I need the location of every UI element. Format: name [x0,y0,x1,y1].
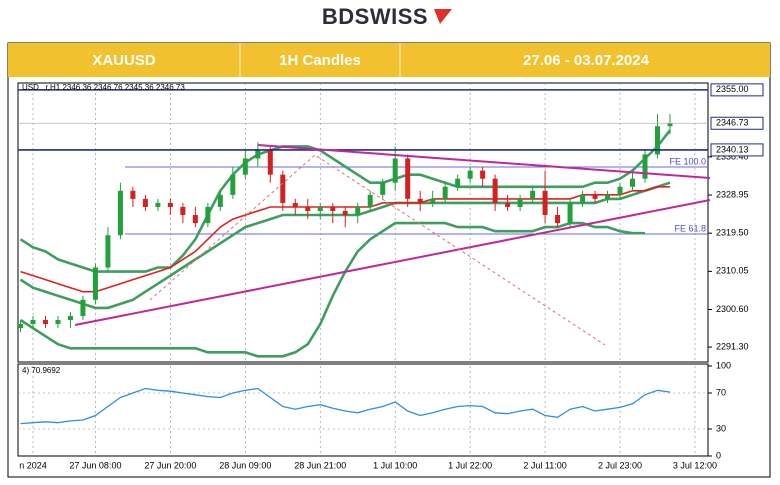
candle-body [230,174,236,195]
x-tick-label: 27 Jun 08:00 [69,460,121,470]
candle-body [130,190,136,199]
candle-body [654,126,660,155]
candle-body [355,206,361,216]
candle-body [305,206,311,211]
candle-body [267,150,273,175]
candle-body [255,150,261,159]
y-tick-label: 2319.50 [716,228,749,238]
y-tick-label: 70 [716,387,726,397]
x-tick-label: 1 Jul 10:00 [373,460,417,470]
candle-body [517,198,523,207]
trendline [74,199,711,326]
price-marker-box [710,116,764,130]
header-timeframe: 1H Candles [279,52,361,69]
x-tick-label: 28 Jun 09:00 [219,460,271,470]
candle-body [167,202,173,207]
y-tick-label: 2291.30 [716,341,749,351]
candle-body [105,235,111,268]
candle-body [617,186,623,195]
candle-body [417,198,423,203]
candle-body [242,158,248,175]
trendline [257,144,711,179]
header-bar [8,43,770,77]
logo-arrow [434,9,452,24]
candle-body [117,190,123,236]
candle-body [30,320,36,325]
chart-info: USD...r,H1 2346.36 2346.76 2345.36 2346.… [22,83,185,92]
candle-body [455,178,461,187]
y-tick-label: 30 [716,423,726,433]
candle-body [42,320,48,325]
candle-body [55,320,61,325]
fib-label: FE 100.0 [669,156,706,166]
candle-body [342,210,348,216]
price-marker-box [710,83,764,97]
y-tick-label: 0 [716,450,721,460]
candle-body [367,194,373,207]
candle-body [380,182,386,195]
price-marker-box [710,143,764,157]
candle-body [505,202,511,207]
price-marker-label: 2355.00 [716,84,749,94]
candle-body [18,324,23,329]
candle-body [567,202,573,224]
candle-body [330,206,336,211]
candle-body [630,178,636,187]
rsi-line [20,387,671,425]
x-tick-label: 2 Jul 23:00 [598,460,642,470]
candle-body [555,215,561,224]
y-tick-label: 2300.60 [716,304,749,314]
candle-body [80,299,86,316]
candle-body [217,194,223,207]
candle-body [542,190,548,216]
candle-body [142,198,148,207]
y-tick-label: 2328.95 [716,189,749,199]
candle-body [392,158,398,183]
candle-body [605,194,611,199]
candle-body [292,202,298,207]
x-tick-label: n 2024 [19,460,47,470]
candle-body [580,194,586,203]
rsi-panel [17,363,709,457]
y-tick-label: 2310.05 [716,266,749,276]
x-tick-label: 2 Jul 11:00 [523,460,566,470]
candle-body [642,154,648,179]
candle-body [155,202,161,207]
header-symbol: XAUUSD [92,52,156,69]
candle-body [667,123,673,127]
candle-body [405,158,411,199]
rsi-title: 4) 70.9692 [22,366,61,375]
x-tick-label: 3 Jul 12:00 [673,460,717,470]
candle-body [467,170,473,179]
x-tick-label: 28 Jun 21:00 [294,460,346,470]
candle-body [492,178,498,203]
candle-body [430,198,436,203]
candle-body [180,206,186,216]
logo: BDSWISS [322,4,428,29]
indicator-line [19,221,645,358]
header-period: 27.06 - 03.07.2024 [523,52,650,69]
candle-body [442,186,448,199]
fib-projection [149,154,606,346]
plot-layer: n 2024 27 Jun 08:00 27 Jun 20:00 28 Jun 09:… [18,83,764,470]
indicator-line [19,129,672,273]
candle-body [192,215,198,224]
x-tick-label: 1 Jul 22:00 [448,460,492,470]
price-marker-label: 2340.13 [716,144,749,154]
price-marker-label: 2346.73 [716,118,749,128]
fib-label: FE 61.8 [674,223,706,233]
candle-body [530,190,536,199]
candle-body [67,315,73,321]
x-tick-label: 27 Jun 20:00 [144,460,196,470]
candle-body [92,267,98,300]
candle-body [592,194,598,199]
candle-body [317,206,323,211]
price-panel [17,82,709,363]
y-tick-label: 100 [716,360,731,370]
candle-body [480,170,486,179]
candle-body [280,174,286,203]
candle-body [205,206,211,224]
